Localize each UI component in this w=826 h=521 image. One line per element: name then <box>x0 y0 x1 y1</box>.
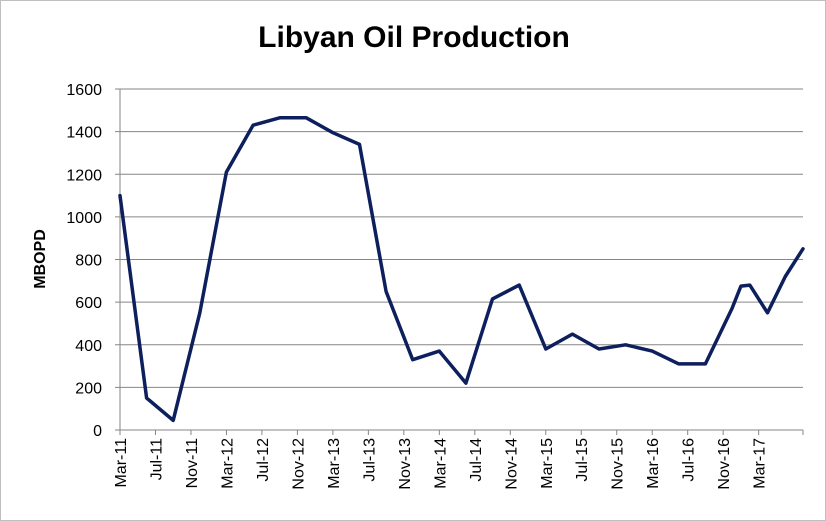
chart-title: Libyan Oil Production <box>258 21 570 54</box>
y-tick-label: 800 <box>75 253 102 270</box>
x-tick-label: Jul-11 <box>148 438 165 480</box>
x-tick-label: Jul-13 <box>361 438 378 482</box>
x-tick-label: Mar-13 <box>326 438 343 489</box>
y-axis-ticks: 0 200 400 600 800 1000 1200 1400 1600 <box>66 82 120 440</box>
series-group <box>118 116 805 423</box>
x-tick-label: Jul-15 <box>574 438 591 482</box>
y-tick-label: 1600 <box>66 82 102 99</box>
y-tick-label: 600 <box>75 295 102 312</box>
y-tick-label: 1200 <box>66 167 102 184</box>
axes <box>119 89 804 435</box>
x-tick-label: Nov-11 <box>184 438 201 488</box>
x-tick-label: Mar-12 <box>219 438 236 489</box>
x-tick-label: Nov-13 <box>397 438 414 490</box>
x-tick-label: Mar-14 <box>432 438 449 489</box>
x-tick-label: Nov-12 <box>290 438 307 490</box>
x-tick-label: Jul-12 <box>255 438 272 482</box>
x-tick-label: Mar-15 <box>539 438 556 489</box>
y-tick-label: 0 <box>93 423 102 440</box>
x-tick-label: Jul-16 <box>681 438 698 482</box>
series-line <box>118 116 805 423</box>
y-tick-label: 400 <box>75 338 102 355</box>
x-tick-label: Mar-16 <box>645 438 662 489</box>
x-tick-label: Nov-14 <box>503 438 520 490</box>
y-tick-label: 200 <box>75 380 102 397</box>
x-tick-label: Nov-15 <box>610 438 627 490</box>
x-tick-label: Mar-17 <box>752 438 769 489</box>
y-tick-label: 1000 <box>66 210 102 227</box>
x-axis-ticks: Mar-11 Jul-11 Nov-11 Mar-12 Jul-12 Nov-12 Mar-… <box>113 430 769 490</box>
x-tick-label: Nov-16 <box>716 438 733 490</box>
x-tick-label: Mar-11 <box>113 438 130 488</box>
y-tick-label: 1400 <box>66 125 102 142</box>
gridlines <box>120 88 803 388</box>
x-tick-label: Jul-14 <box>468 438 485 482</box>
y-axis-label: MBOPD <box>32 229 49 289</box>
